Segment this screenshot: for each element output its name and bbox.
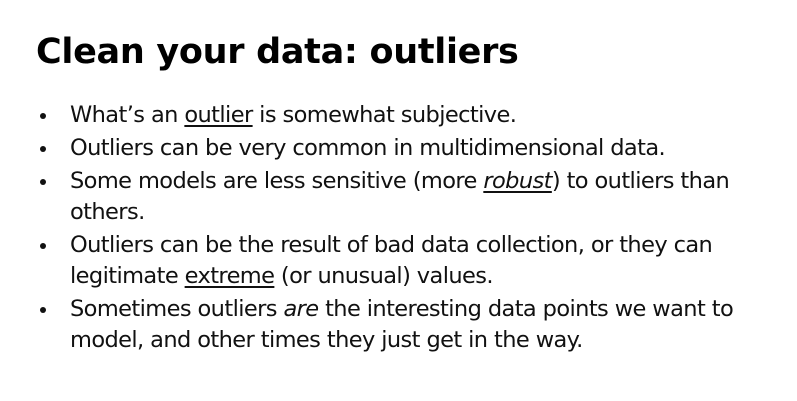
bullet-text: is somewhat subjective.	[252, 102, 517, 128]
bullet-text: Sometimes outliers	[70, 296, 284, 322]
bullet-text-underlined: outlier	[184, 102, 253, 128]
bullet-text: Some models are less sensitive (more	[70, 168, 484, 194]
bullet-text: What’s an	[70, 102, 185, 128]
bullet-list: What’s an outlier is somewhat subjective…	[36, 100, 786, 358]
bullet-text-emphasis: robust	[483, 168, 552, 194]
bullet-item: What’s an outlier is somewhat subjective…	[36, 100, 786, 131]
bullet-text-italic: are	[283, 296, 319, 322]
bullet-text: Outliers can be very common in multidime…	[70, 135, 666, 161]
bullet-item: Some models are less sensitive (more rob…	[36, 166, 786, 228]
bullet-item: Outliers can be the result of bad data c…	[36, 230, 786, 292]
bullet-item: Outliers can be very common in multidime…	[36, 133, 786, 164]
bullet-text: (or unusual) values.	[274, 263, 494, 289]
bullet-text: Outliers can be the result of bad data c…	[70, 232, 713, 289]
bullet-item: Sometimes outliers are the interesting d…	[36, 294, 786, 356]
bullet-text: the interesting data points we want to m…	[70, 296, 734, 353]
bullet-text-underlined: extreme	[184, 263, 275, 289]
slide-title: Clean your data: outliers	[36, 32, 519, 72]
bullet-text: ) to outliers than others.	[70, 168, 730, 225]
